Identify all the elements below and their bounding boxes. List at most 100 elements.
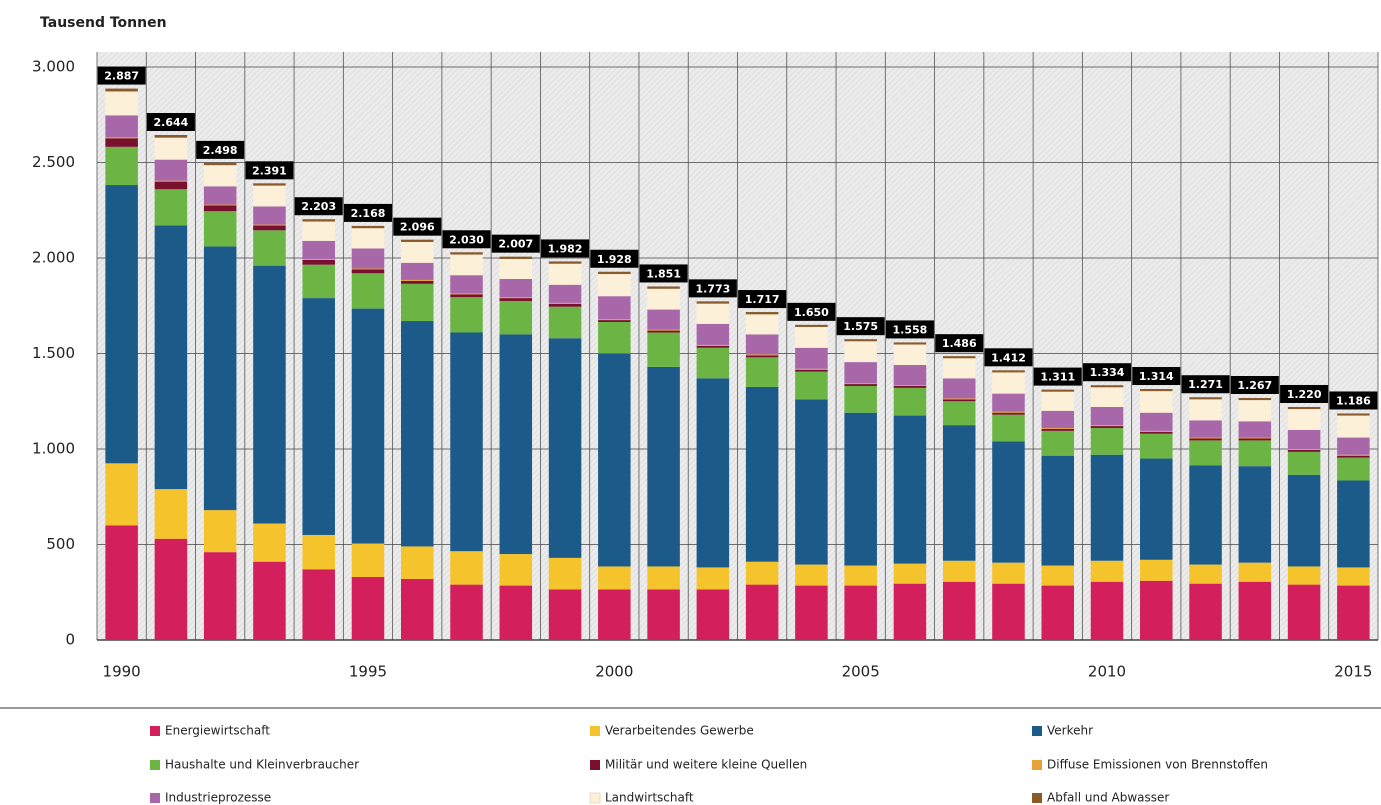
bar-segment bbox=[1041, 428, 1075, 431]
bar-segment bbox=[450, 252, 483, 255]
bar-segment bbox=[1287, 449, 1321, 450]
bar-segment bbox=[1140, 430, 1173, 432]
total-label-box bbox=[1181, 375, 1230, 394]
total-label: 1.851 bbox=[646, 267, 681, 280]
bar-segment bbox=[942, 581, 976, 640]
bar-segment bbox=[647, 589, 680, 640]
bar-segment bbox=[302, 240, 335, 259]
bar-segment bbox=[105, 463, 138, 526]
bar-segment bbox=[548, 306, 582, 339]
total-label: 1.575 bbox=[843, 320, 878, 333]
bar-segment bbox=[1337, 437, 1370, 455]
bar-segment bbox=[253, 183, 286, 186]
legend-swatch bbox=[150, 726, 160, 736]
bar-segment bbox=[696, 301, 730, 304]
total-label: 1.271 bbox=[1188, 378, 1223, 391]
bar-segment bbox=[598, 589, 631, 640]
total-label: 1.186 bbox=[1336, 394, 1371, 407]
bar-segment bbox=[351, 576, 385, 640]
bar-segment bbox=[499, 300, 533, 335]
bar-segment bbox=[795, 585, 828, 640]
bar-segment bbox=[745, 357, 779, 387]
total-label: 1.486 bbox=[942, 337, 977, 350]
bar-segment bbox=[253, 225, 286, 231]
bar-segment bbox=[844, 362, 877, 384]
bar-segment bbox=[1189, 437, 1222, 439]
bar-segment bbox=[253, 206, 286, 225]
bar-segment bbox=[499, 334, 533, 555]
bar-segment bbox=[1238, 581, 1272, 640]
bar-segment bbox=[696, 323, 730, 345]
bar-segment bbox=[154, 137, 188, 160]
legend-label: Energiewirtschaft bbox=[165, 724, 270, 738]
bar-segment bbox=[548, 302, 582, 304]
bar-segment bbox=[548, 589, 582, 640]
total-label: 2.096 bbox=[400, 221, 435, 234]
bar-segment bbox=[795, 368, 828, 370]
bar-segment bbox=[1189, 438, 1222, 441]
bar-segment bbox=[1090, 406, 1124, 426]
total-label-box bbox=[1329, 391, 1378, 410]
bar-segment bbox=[893, 385, 927, 388]
bar-segment bbox=[1238, 466, 1272, 563]
bar-segment bbox=[351, 268, 385, 270]
bar-segment bbox=[1189, 465, 1222, 565]
legend-swatch bbox=[1032, 760, 1042, 770]
bar-segment bbox=[942, 358, 976, 379]
total-label-box bbox=[885, 320, 934, 339]
bar-segment bbox=[450, 254, 483, 276]
total-label-box bbox=[196, 140, 245, 159]
bar-segment bbox=[351, 543, 385, 577]
bar-segment bbox=[1090, 454, 1124, 561]
bar-segment bbox=[745, 312, 779, 315]
bar-segment bbox=[450, 294, 483, 298]
total-label-box bbox=[491, 234, 540, 253]
bar-segment bbox=[1337, 413, 1370, 416]
bar-segment bbox=[351, 308, 385, 544]
bar-segment bbox=[893, 415, 927, 564]
total-label: 1.314 bbox=[1139, 370, 1174, 383]
total-label: 1.650 bbox=[794, 306, 829, 319]
bar-segment bbox=[893, 387, 927, 416]
bar-segment bbox=[598, 319, 631, 321]
total-label: 2.203 bbox=[301, 200, 336, 213]
bar-segment bbox=[1189, 397, 1222, 400]
bar-segment bbox=[647, 288, 680, 310]
total-label: 2.498 bbox=[203, 144, 238, 157]
bar-segment bbox=[499, 256, 533, 259]
total-label: 1.928 bbox=[597, 253, 632, 266]
bar-segment bbox=[105, 525, 138, 640]
bar-segment bbox=[992, 583, 1025, 640]
bar-segment bbox=[450, 293, 483, 295]
bar-segment bbox=[795, 369, 828, 372]
bar-segment bbox=[795, 326, 828, 348]
bar-segment bbox=[1238, 400, 1272, 422]
bar-segment bbox=[253, 185, 286, 207]
bar-segment bbox=[302, 264, 335, 299]
total-label: 1.773 bbox=[695, 282, 730, 295]
bar-segment bbox=[992, 411, 1025, 413]
bar-segment bbox=[992, 393, 1025, 412]
bar-segment bbox=[1041, 565, 1075, 586]
bar-segment bbox=[647, 286, 680, 289]
bar-segment bbox=[1238, 398, 1272, 401]
bar-segment bbox=[893, 364, 927, 386]
bar-segment bbox=[400, 280, 434, 284]
legend-swatch bbox=[590, 760, 600, 770]
bar-segment bbox=[893, 385, 927, 386]
bar-segment bbox=[351, 248, 385, 269]
bar-segment bbox=[302, 298, 335, 535]
bar-segment bbox=[1287, 451, 1321, 475]
bar-segment bbox=[1287, 406, 1321, 410]
bar-segment bbox=[253, 230, 286, 266]
bar-segment bbox=[844, 383, 877, 385]
axis-title: Tausend Tonnen bbox=[40, 15, 167, 31]
bar-segment bbox=[1337, 454, 1370, 456]
bar-segment bbox=[647, 332, 680, 367]
bar-segment bbox=[745, 334, 779, 355]
bar-segment bbox=[548, 338, 582, 558]
bar-segment bbox=[203, 186, 237, 205]
bar-segment bbox=[1140, 433, 1173, 459]
legend-swatch bbox=[1032, 726, 1042, 736]
bar-segment bbox=[893, 563, 927, 584]
